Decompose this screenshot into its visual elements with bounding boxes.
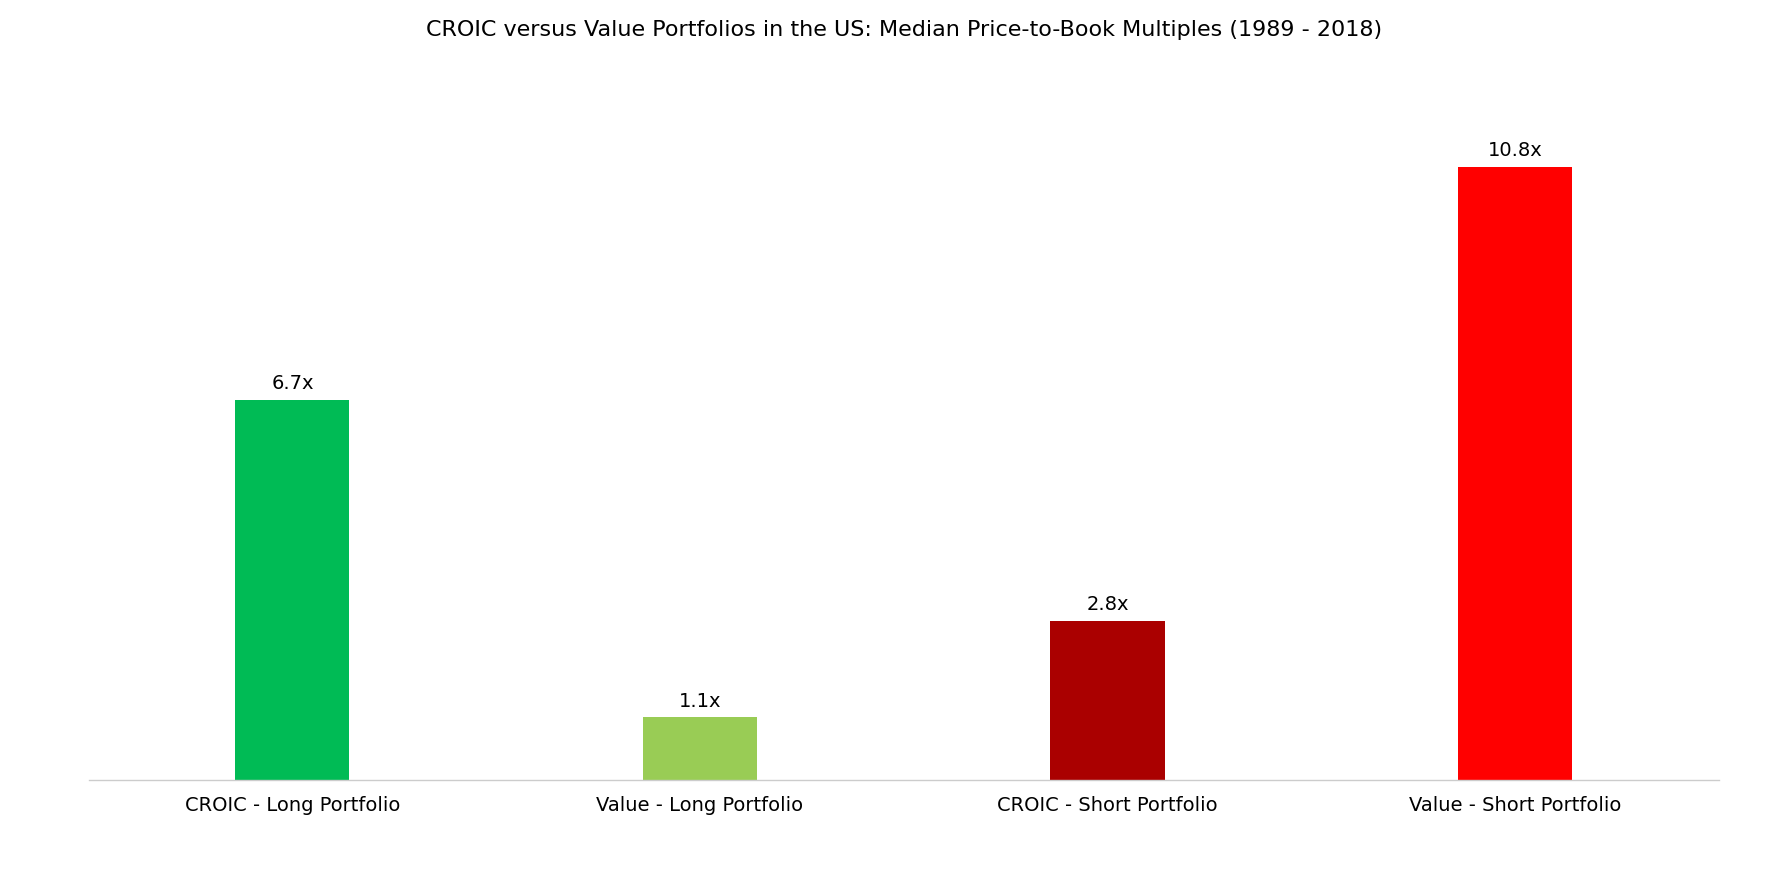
Bar: [643, 718, 757, 780]
Bar: [236, 400, 349, 780]
Bar: [1458, 167, 1572, 780]
Text: 6.7x: 6.7x: [271, 374, 314, 393]
Bar: [1051, 621, 1164, 780]
Text: 10.8x: 10.8x: [1488, 142, 1542, 160]
Title: CROIC versus Value Portfolios in the US: Median Price-to-Book Multiples (1989 - : CROIC versus Value Portfolios in the US:…: [425, 20, 1382, 40]
Text: 1.1x: 1.1x: [679, 691, 721, 711]
Text: 2.8x: 2.8x: [1086, 595, 1129, 614]
